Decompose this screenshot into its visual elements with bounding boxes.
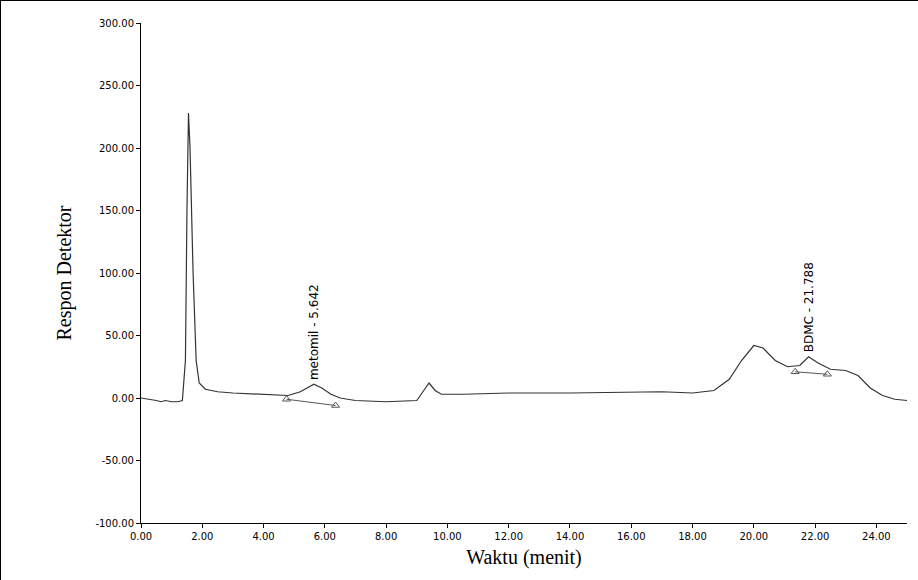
svg-text:0.00: 0.00 (112, 393, 134, 404)
svg-text:100.00: 100.00 (99, 268, 134, 279)
svg-text:150.00: 150.00 (99, 205, 134, 216)
svg-text:16.00: 16.00 (617, 531, 646, 542)
svg-text:22.00: 22.00 (801, 531, 830, 542)
svg-text:BDMC - 21.788: BDMC - 21.788 (802, 262, 816, 352)
svg-text:2.00: 2.00 (191, 531, 213, 542)
svg-text:8.00: 8.00 (375, 531, 397, 542)
svg-text:0.00: 0.00 (130, 531, 152, 542)
svg-text:metomil - 5.642: metomil - 5.642 (307, 284, 321, 380)
svg-text:14.00: 14.00 (556, 531, 585, 542)
svg-text:4.00: 4.00 (252, 531, 274, 542)
svg-text:-50.00: -50.00 (102, 455, 134, 466)
svg-text:-100.00: -100.00 (95, 518, 134, 529)
svg-text:250.00: 250.00 (99, 80, 134, 91)
svg-text:Waktu (menit): Waktu (menit) (466, 546, 582, 569)
svg-text:300.00: 300.00 (99, 18, 134, 29)
svg-text:6.00: 6.00 (314, 531, 336, 542)
svg-text:24.00: 24.00 (862, 531, 891, 542)
svg-text:10.00: 10.00 (433, 531, 462, 542)
svg-text:50.00: 50.00 (105, 330, 134, 341)
svg-text:200.00: 200.00 (99, 143, 134, 154)
svg-text:18.00: 18.00 (678, 531, 707, 542)
svg-text:12.00: 12.00 (494, 531, 523, 542)
svg-text:20.00: 20.00 (739, 531, 768, 542)
svg-text:Respon Detektor: Respon Detektor (53, 205, 76, 340)
